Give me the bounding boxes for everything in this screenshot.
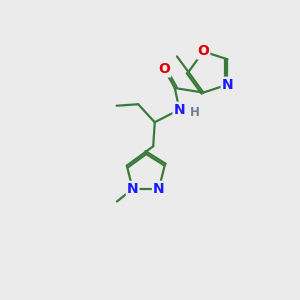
Text: H: H: [190, 106, 200, 118]
Text: N: N: [153, 182, 165, 196]
Text: O: O: [197, 44, 209, 58]
Text: O: O: [158, 62, 170, 76]
Text: N: N: [127, 182, 138, 196]
Text: N: N: [222, 78, 233, 92]
Text: N: N: [173, 103, 185, 117]
